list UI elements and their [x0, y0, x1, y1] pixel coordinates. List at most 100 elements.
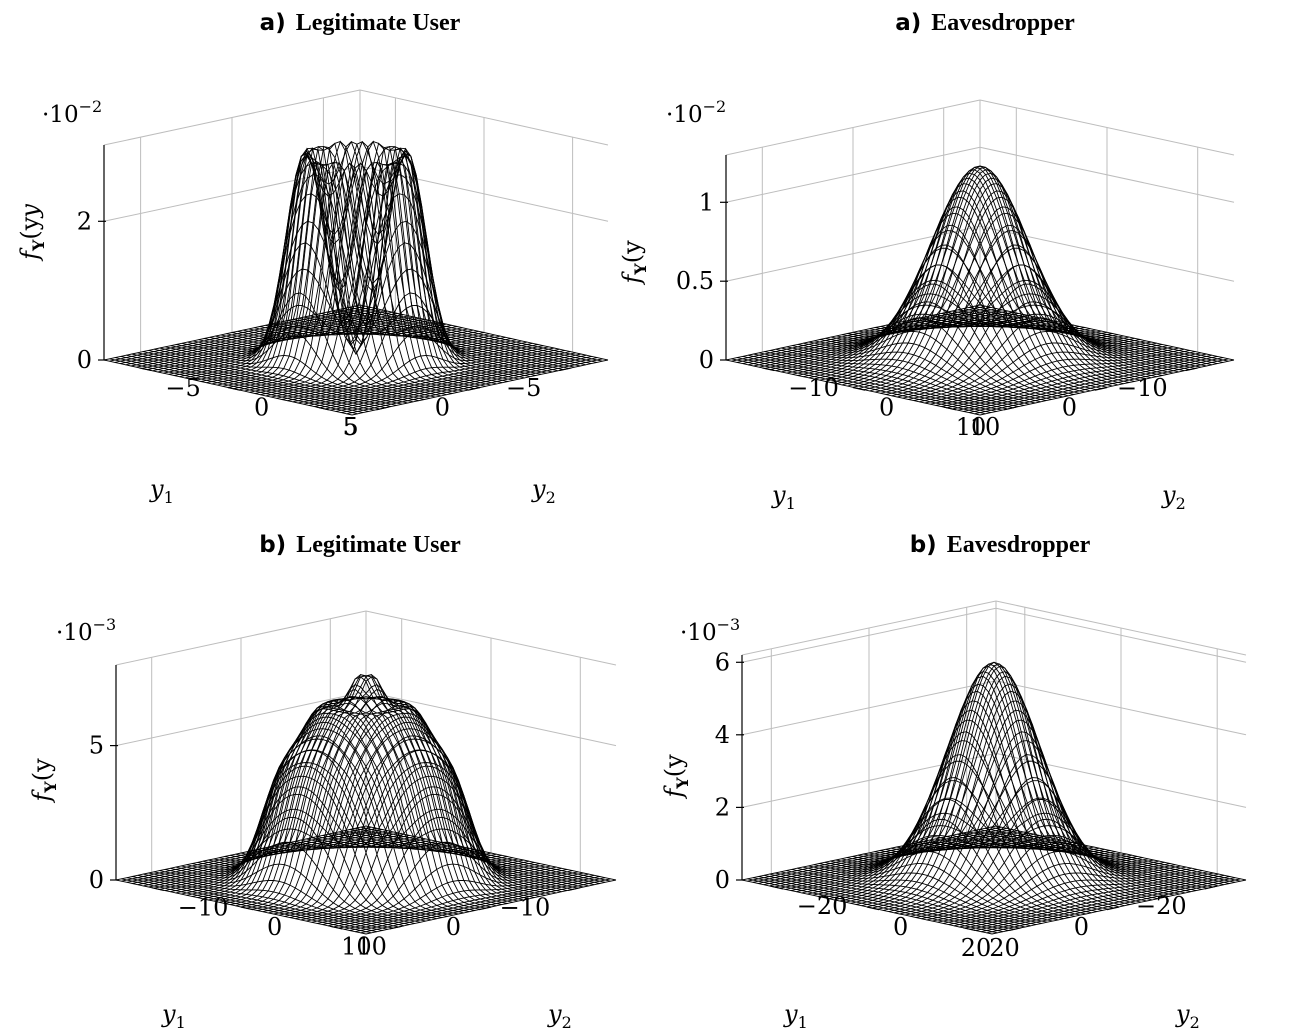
surface-mesh-line — [175, 793, 426, 922]
surface-mesh-line — [257, 702, 508, 911]
surface-mesh-line — [910, 799, 1165, 917]
surface-mesh-line — [300, 775, 551, 921]
surface-mesh-line — [741, 879, 993, 935]
surface-mesh-line — [224, 702, 475, 911]
z-tick-label: 0 — [699, 346, 714, 374]
y2-tick — [151, 887, 164, 891]
surface-mesh-line — [974, 358, 1229, 415]
surface-mesh-line — [937, 867, 1192, 923]
surface-mesh-line — [897, 283, 1152, 398]
y2-tick-label: 0 — [893, 913, 908, 941]
surface-mesh-line — [858, 169, 1113, 389]
surface-mesh-line — [276, 242, 533, 399]
surface-mesh-line — [781, 347, 1036, 404]
surface-mesh-line — [943, 868, 1198, 924]
panel-title: b) Eavesdropper — [910, 532, 1091, 558]
surface-mesh-line — [731, 358, 986, 415]
surface-mesh-line — [273, 712, 524, 915]
surface-mesh-line — [226, 148, 475, 390]
surface-mesh-line — [109, 358, 358, 415]
surface-mesh-line — [319, 352, 576, 409]
surface-mesh-line — [153, 871, 405, 927]
y1-axis-label: y1 — [783, 1000, 808, 1031]
surface-mesh-line — [202, 721, 454, 916]
surface-mesh-line — [154, 348, 403, 405]
surface-mesh-line — [959, 872, 1214, 928]
y1-tick-label: 5 — [343, 413, 358, 441]
surface-mesh-line — [338, 873, 589, 929]
surface-mesh-line — [137, 874, 388, 930]
surface-mesh-line — [830, 777, 1081, 916]
surface-mesh-line — [349, 876, 600, 931]
surface-mesh-line — [311, 816, 562, 923]
y1-tick — [1094, 386, 1108, 391]
y2-axis-label: y2 — [531, 475, 556, 507]
y2-tick — [240, 906, 254, 911]
surface-mesh-line — [991, 879, 1247, 935]
surface-mesh-line — [808, 283, 1063, 398]
surface-mesh-line — [204, 153, 453, 394]
z-axis-label: fY(y — [28, 758, 60, 804]
surface-mesh-line — [797, 867, 1048, 923]
surface-mesh-line — [265, 162, 522, 397]
surface-mesh-line — [770, 349, 1025, 406]
surface-mesh-line — [230, 684, 481, 906]
y2-tick — [866, 906, 880, 911]
surface-mesh-line — [165, 346, 414, 403]
y1-tick-label: 0 — [435, 394, 450, 422]
surface-mesh-line — [238, 147, 495, 391]
surface-mesh-line — [736, 357, 992, 414]
y2-tick-label: −10 — [178, 894, 229, 922]
z-scale-factor: ·10−3 — [680, 615, 740, 646]
surface-mesh-line — [913, 330, 1168, 402]
y1-tick-label: −5 — [506, 374, 541, 402]
surface-mesh-line — [341, 357, 598, 414]
y2-tick — [963, 927, 976, 931]
y1-tick — [1009, 927, 1022, 931]
surface-mesh-line — [148, 872, 399, 928]
surface-mesh-line — [819, 818, 1070, 918]
surface-mesh-line — [198, 155, 447, 396]
z-tick-label: 0 — [715, 866, 730, 894]
surface-mesh-line — [271, 193, 528, 398]
surface-mesh-line — [948, 870, 1203, 926]
surface-mesh-line — [181, 775, 432, 921]
y1-tick-label: 10 — [341, 932, 372, 960]
z-scale-factor: ·10−3 — [56, 615, 116, 646]
surface-mesh-line — [322, 863, 573, 926]
y1-axis-label: y1 — [161, 1000, 186, 1031]
surface-mesh-line — [957, 354, 1212, 411]
y1-tick-label: 20 — [961, 934, 992, 962]
y2-tick-label: 10 — [970, 413, 1001, 441]
y2-tick-label: 10 — [356, 932, 387, 960]
y2-tick-label: 5 — [343, 413, 358, 441]
surface-mesh-line — [181, 242, 430, 399]
panel-title: a) Eavesdropper — [895, 10, 1075, 36]
surface-mesh-line — [219, 705, 470, 913]
surface-mesh-line — [282, 220, 531, 378]
surface-mesh-line — [786, 342, 1041, 403]
surface-mesh-line — [289, 749, 540, 919]
surface-mesh-line — [295, 762, 546, 920]
y1-axis-label: y1 — [149, 475, 174, 507]
surface-mesh-line — [791, 868, 1042, 924]
surface-mesh-line — [968, 357, 1224, 414]
surface-mesh-line — [330, 354, 587, 411]
surface-mesh-line — [952, 353, 1207, 410]
surface-mesh-line — [208, 712, 459, 915]
z-tick-label: 4 — [715, 721, 730, 749]
surface-mesh-line — [775, 348, 1030, 405]
surface-mesh-line — [924, 347, 1179, 404]
surface-mesh-line — [748, 354, 1003, 411]
surface-mesh-line — [915, 818, 1170, 918]
surface-mesh-line — [797, 317, 1052, 400]
panel-a-eavesdropper: a) Eavesdropper ·10−2 00.51−10−10001010 … — [618, 10, 1235, 513]
surface-mesh-line — [137, 352, 386, 409]
y1-tick-label: 0 — [1062, 394, 1077, 422]
y1-tick — [478, 906, 492, 911]
surface-mesh-line — [764, 351, 1019, 408]
surface-mesh-line — [278, 721, 530, 916]
y1-tick — [1004, 406, 1017, 411]
